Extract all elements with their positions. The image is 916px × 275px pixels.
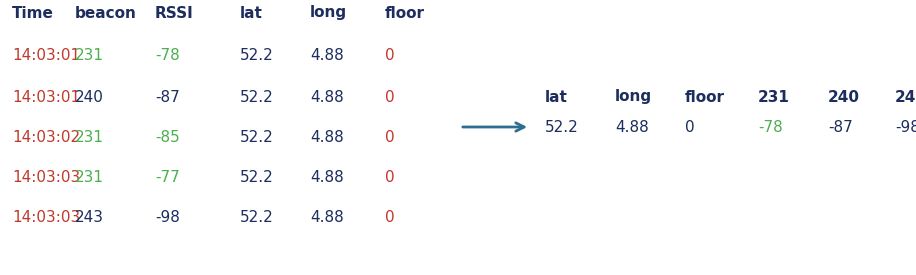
Text: 4.88: 4.88 (310, 130, 344, 144)
Text: 240: 240 (828, 89, 860, 104)
Text: 231: 231 (75, 169, 104, 185)
Text: -78: -78 (155, 48, 180, 62)
Text: 240: 240 (75, 89, 104, 104)
Text: 4.88: 4.88 (615, 120, 649, 134)
Text: 243: 243 (75, 210, 104, 224)
Text: 231: 231 (758, 89, 790, 104)
Text: 52.2: 52.2 (240, 169, 274, 185)
Text: 4.88: 4.88 (310, 169, 344, 185)
Text: 4.88: 4.88 (310, 210, 344, 224)
Text: -87: -87 (828, 120, 853, 134)
Text: Time: Time (12, 6, 54, 21)
Text: -87: -87 (155, 89, 180, 104)
Text: 0: 0 (385, 130, 395, 144)
Text: 14:03:02: 14:03:02 (12, 130, 80, 144)
Text: floor: floor (685, 89, 725, 104)
Text: 0: 0 (385, 89, 395, 104)
Text: long: long (310, 6, 347, 21)
Text: 0: 0 (385, 210, 395, 224)
Text: 14:03:03: 14:03:03 (12, 169, 81, 185)
Text: 14:03:01: 14:03:01 (12, 48, 80, 62)
Text: 4.88: 4.88 (310, 89, 344, 104)
Text: 52.2: 52.2 (240, 48, 274, 62)
Text: lat: lat (240, 6, 263, 21)
Text: 14:03:01: 14:03:01 (12, 89, 80, 104)
Text: -98: -98 (895, 120, 916, 134)
Text: -98: -98 (155, 210, 180, 224)
Text: 52.2: 52.2 (240, 210, 274, 224)
Text: 14:03:03: 14:03:03 (12, 210, 81, 224)
Text: 231: 231 (75, 130, 104, 144)
Text: -77: -77 (155, 169, 180, 185)
Text: 52.2: 52.2 (545, 120, 579, 134)
Text: long: long (615, 89, 652, 104)
Text: RSSI: RSSI (155, 6, 194, 21)
Text: 0: 0 (385, 169, 395, 185)
Text: beacon: beacon (75, 6, 136, 21)
Text: 0: 0 (385, 48, 395, 62)
Text: 231: 231 (75, 48, 104, 62)
Text: 52.2: 52.2 (240, 130, 274, 144)
Text: lat: lat (545, 89, 568, 104)
Text: floor: floor (385, 6, 425, 21)
Text: -78: -78 (758, 120, 783, 134)
Text: 0: 0 (685, 120, 694, 134)
Text: -85: -85 (155, 130, 180, 144)
Text: 52.2: 52.2 (240, 89, 274, 104)
Text: 4.88: 4.88 (310, 48, 344, 62)
Text: 243: 243 (895, 89, 916, 104)
